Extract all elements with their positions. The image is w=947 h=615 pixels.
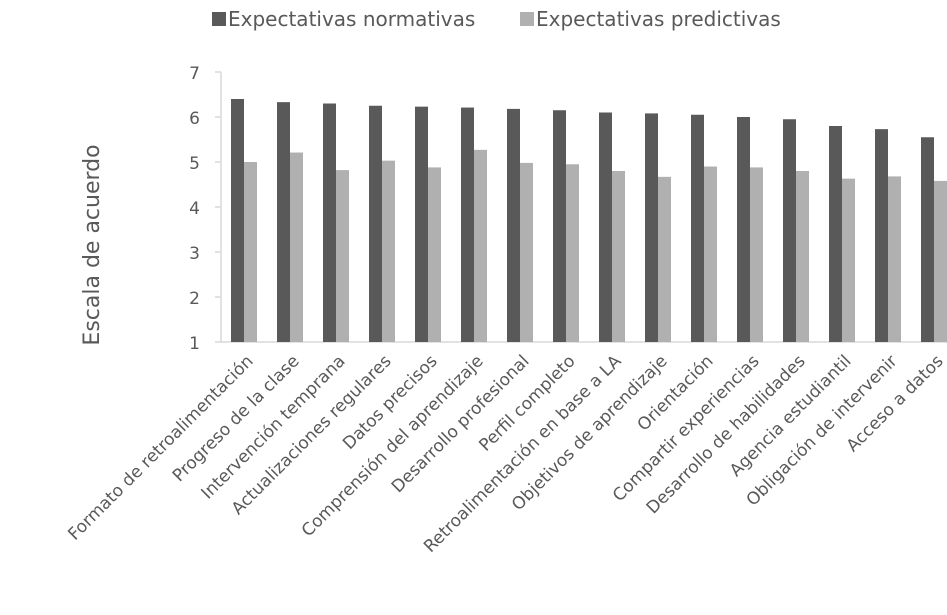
y-tick-label: 6 [189,109,200,129]
bar-normativas [783,119,796,342]
bar-predictivas [612,171,625,342]
legend-label-predictivas: Expectativas predictivas [536,7,781,31]
bar-predictivas [658,176,671,342]
y-tick-label: 7 [189,64,200,84]
bar-normativas [645,113,658,343]
legend-label-normativas: Expectativas normativas [228,7,475,31]
bar-predictivas [290,152,303,342]
bar-predictivas [704,166,717,342]
bar-predictivas [566,164,579,342]
bar-normativas [691,114,704,342]
bar-normativas [231,99,244,342]
category-label: Formato de retroalimentación [64,351,257,544]
bar-predictivas [520,162,533,342]
y-tick-label: 4 [189,199,200,219]
y-tick-label: 5 [189,154,200,174]
bar-normativas [737,117,750,342]
bar-predictivas [336,170,349,342]
bar-predictivas [796,171,809,342]
bar-predictivas [934,180,947,342]
legend: Expectativas normativas Expectativas pre… [212,7,781,31]
bar-normativas [507,108,520,343]
bar-predictivas [474,149,487,342]
y-axis-title: Escala de acuerdo [80,144,105,345]
y-tick-label: 1 [189,334,200,354]
bar-predictivas [750,167,763,342]
y-tick-label: 3 [189,244,200,264]
bar-normativas [599,112,612,342]
legend-swatch-normativas [212,12,226,26]
bar-predictivas [888,176,901,342]
y-axis-ticks: 1 2 3 4 5 6 7 [189,64,221,354]
bar-predictivas [382,160,395,342]
bar-normativas [921,137,934,342]
bar-predictivas [428,167,441,342]
bar-normativas [829,126,842,342]
bar-normativas [875,129,888,342]
bar-predictivas [244,162,257,342]
bars [231,99,947,343]
bar-normativas [415,106,428,343]
y-tick-label: 2 [189,289,200,309]
bar-normativas [461,107,474,342]
bar-normativas [369,105,382,342]
bar-predictivas [842,178,855,342]
legend-swatch-predictivas [520,12,534,26]
bar-normativas [553,110,566,342]
bar-normativas [323,103,336,342]
bar-normativas [277,102,290,343]
